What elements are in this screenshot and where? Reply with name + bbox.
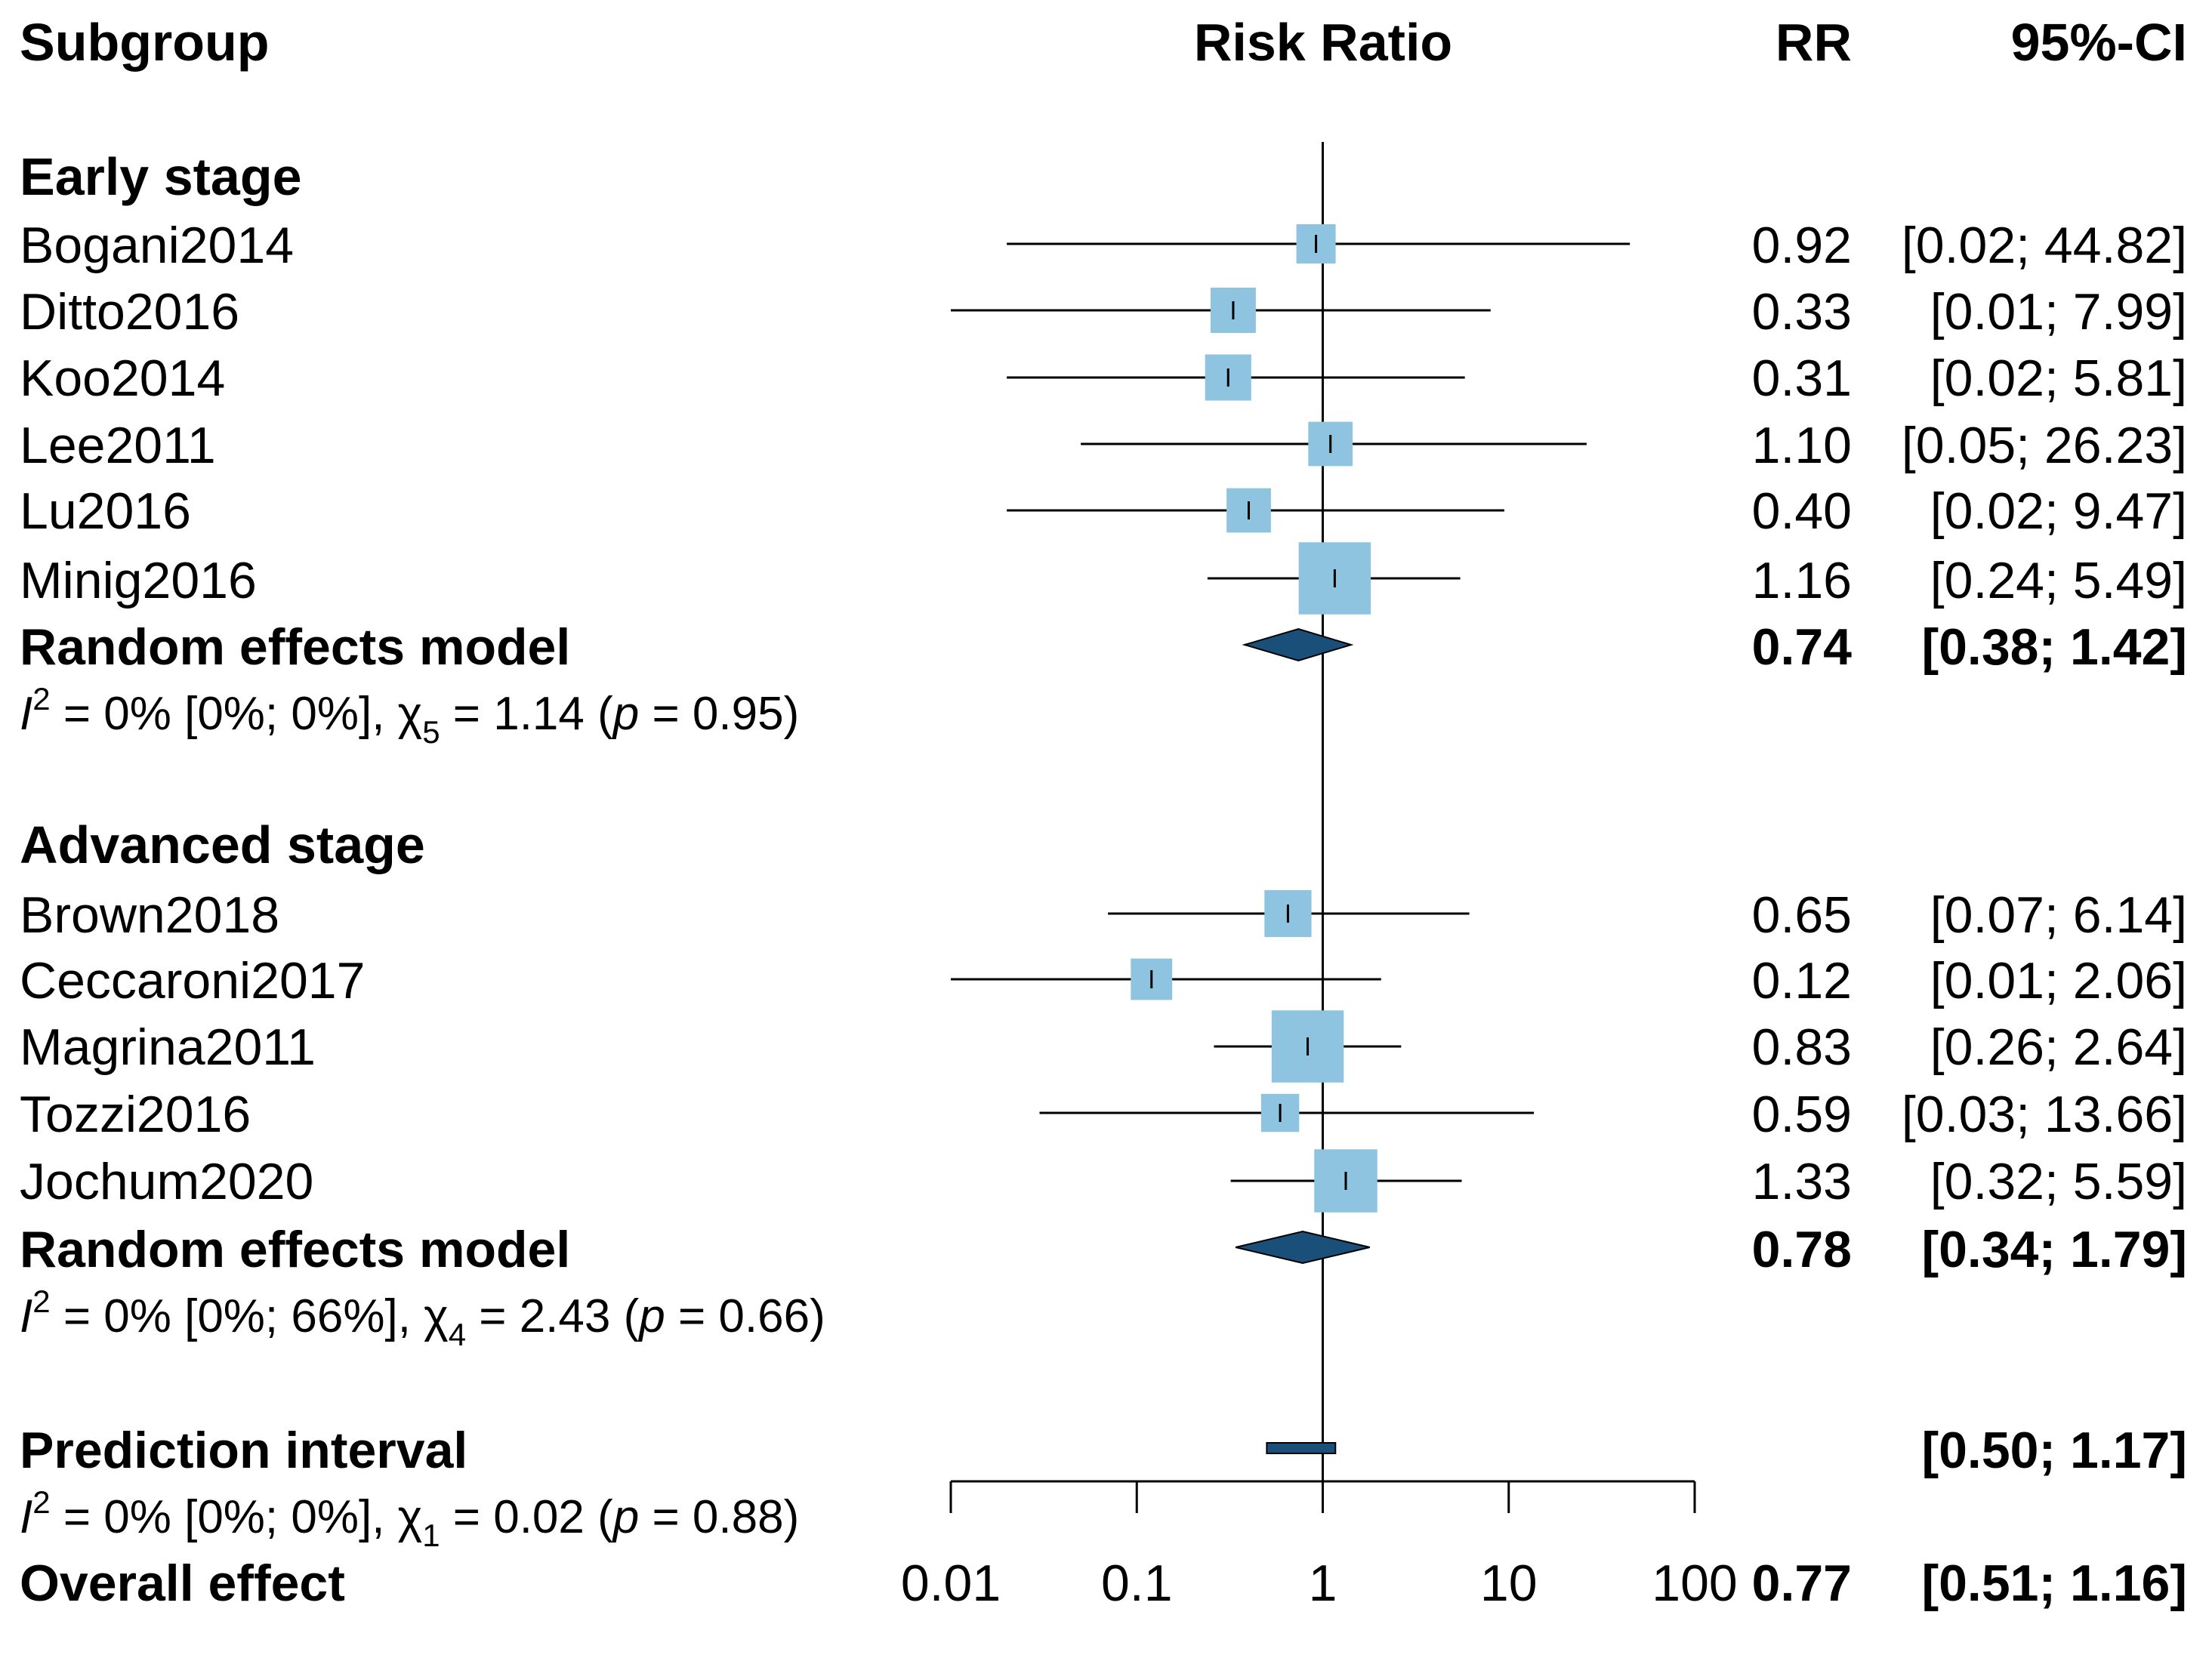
ci-value-overall: [0.51; 1.16] (1921, 1555, 2187, 1612)
ci-value: [0.05; 26.23] (1902, 417, 2187, 474)
ci-value: [0.02; 9.47] (1930, 482, 2187, 540)
x-tick-label: 0.1 (1101, 1555, 1173, 1612)
prediction-interval-label: Prediction interval (20, 1422, 467, 1479)
model-diamond (1242, 627, 1354, 662)
rr-value: 0.12 (1752, 952, 1852, 1009)
group-title-early: Early stage (20, 147, 302, 206)
x-tick-label: 100 (1652, 1555, 1737, 1612)
ci-value: [0.01; 7.99] (1930, 283, 2187, 341)
ci-value: [0.03; 13.66] (1902, 1086, 2187, 1143)
model-diamond (1235, 1230, 1370, 1265)
rr-value: 0.59 (1752, 1086, 1852, 1143)
header-rr: RR (1775, 13, 1852, 72)
rr-value-model: 0.78 (1752, 1221, 1852, 1278)
ci-value: [0.07; 6.14] (1930, 886, 2187, 944)
rr-value: 0.40 (1752, 482, 1852, 540)
x-tick-label: 1 (1309, 1555, 1337, 1612)
group-title-advanced: Advanced stage (20, 815, 425, 874)
model-label: Random effects model (20, 618, 570, 676)
rr-value-overall: 0.77 (1752, 1555, 1852, 1612)
x-tick-label: 0.01 (901, 1555, 1001, 1612)
study-label: Ditto2016 (20, 283, 239, 341)
study-label: Lee2011 (20, 417, 216, 474)
study-label: Bogani2014 (20, 217, 294, 274)
rr-value-model: 0.74 (1752, 618, 1853, 676)
rr-value: 0.92 (1752, 217, 1852, 274)
header-ci: 95%-CI (2011, 13, 2187, 72)
heterogeneity-text: I2 = 0% [0%; 66%], χ4 = 2.43 (p = 0.66) (20, 1284, 825, 1352)
ci-value: [0.02; 44.82] (1902, 217, 2187, 274)
ci-value: [0.26; 2.64] (1930, 1019, 2187, 1076)
prediction-interval-bar (1266, 1442, 1337, 1454)
ci-value: [0.24; 5.49] (1930, 552, 2187, 609)
study-label: Tozzi2016 (20, 1086, 251, 1143)
study-label: Ceccaroni2017 (20, 952, 365, 1009)
ci-value-model: [0.38; 1.42] (1921, 618, 2187, 676)
rr-value: 1.33 (1752, 1153, 1852, 1210)
ci-value: [0.02; 5.81] (1930, 350, 2187, 407)
rr-value: 0.33 (1752, 283, 1852, 341)
header-subgroup: Subgroup (20, 13, 269, 72)
rr-value: 1.10 (1752, 417, 1852, 474)
overall-effect-label: Overall effect (20, 1555, 345, 1612)
rr-value: 1.16 (1752, 552, 1852, 609)
rr-value: 0.65 (1752, 886, 1852, 944)
plot-marks: 0.01 0.1 1 10 100 (901, 142, 1738, 1612)
study-label: Lu2016 (20, 482, 191, 540)
header-risk-ratio: Risk Ratio (1194, 13, 1452, 72)
study-label: Magrina2011 (20, 1019, 316, 1076)
study-label: Jochum2020 (20, 1153, 313, 1210)
subgroup-test-text: I2 = 0% [0%; 0%], χ1 = 0.02 (p = 0.88) (20, 1484, 799, 1553)
ci-value: [0.01; 2.06] (1930, 952, 2187, 1009)
study-label: Koo2014 (20, 350, 225, 407)
ci-value-prediction: [0.50; 1.17] (1921, 1422, 2187, 1479)
study-label: Brown2018 (20, 886, 279, 944)
ci-value-model: [0.34; 1.79] (1921, 1221, 2187, 1278)
model-label: Random effects model (20, 1221, 570, 1278)
x-tick-label: 10 (1480, 1555, 1538, 1612)
rr-value: 0.31 (1752, 350, 1852, 407)
study-label: Minig2016 (20, 552, 257, 609)
ci-value: [0.32; 5.59] (1930, 1153, 2187, 1210)
heterogeneity-text: I2 = 0% [0%; 0%], χ5 = 1.14 (p = 0.95) (20, 681, 799, 750)
rr-value: 0.83 (1752, 1019, 1852, 1076)
